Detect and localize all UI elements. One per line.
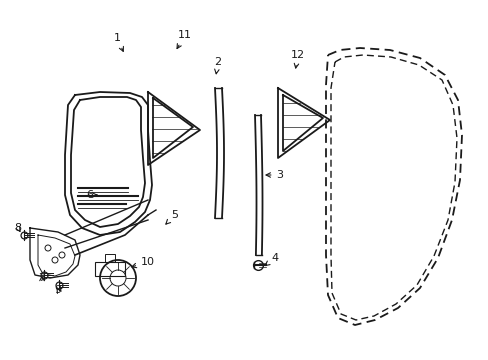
Text: 1: 1 bbox=[113, 33, 123, 51]
Text: 10: 10 bbox=[132, 257, 155, 268]
Bar bbox=[105, 254, 115, 262]
Text: 8: 8 bbox=[15, 223, 21, 233]
Text: 2: 2 bbox=[214, 57, 221, 74]
Text: 11: 11 bbox=[177, 30, 192, 49]
Text: 3: 3 bbox=[265, 170, 283, 180]
Text: 7: 7 bbox=[39, 273, 45, 283]
Bar bbox=[95, 262, 125, 276]
Text: 4: 4 bbox=[264, 253, 278, 266]
Text: 9: 9 bbox=[54, 285, 61, 295]
Text: 12: 12 bbox=[290, 50, 305, 68]
Text: 6: 6 bbox=[86, 190, 97, 200]
Text: 5: 5 bbox=[165, 210, 178, 224]
